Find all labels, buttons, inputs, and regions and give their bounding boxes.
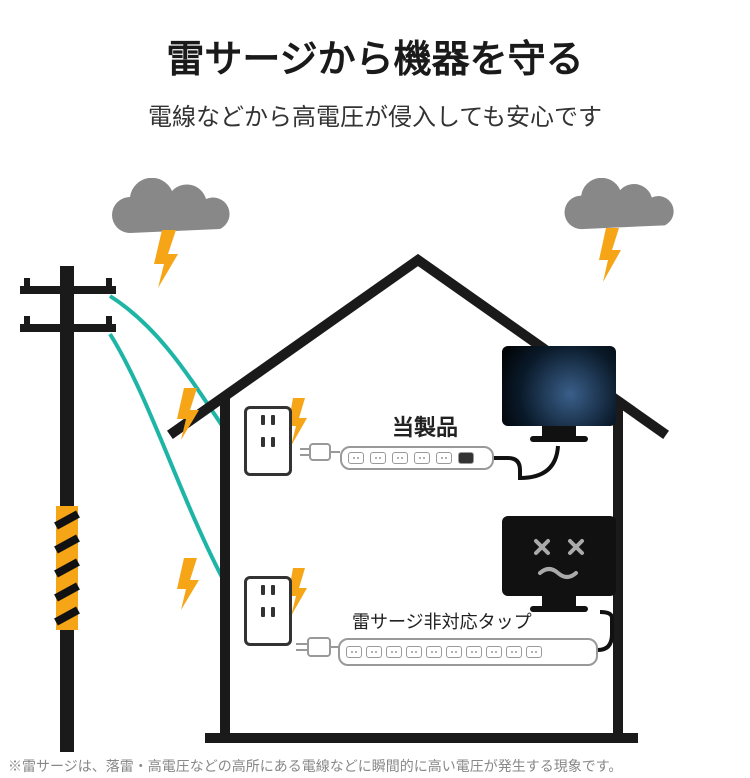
power-strip-product: [340, 446, 494, 470]
cloud-right: [558, 178, 688, 243]
power-strip-nonsurge: [338, 638, 598, 666]
utility-pole: [0, 28, 200, 778]
product-label: 当製品: [392, 410, 458, 442]
footnote: ※雷サージは、落雷・高電圧などの高所にある電線などに瞬間的に高い電圧が発生する現…: [8, 756, 622, 776]
plug-bottom: [292, 634, 340, 660]
hazard-stripe: [56, 506, 78, 630]
plug-top: [296, 440, 340, 464]
wall-outlet-top: [244, 406, 292, 476]
monitor-good: [502, 346, 616, 442]
monitor-bad: [502, 516, 616, 612]
wall-outlet-bottom: [244, 576, 292, 646]
